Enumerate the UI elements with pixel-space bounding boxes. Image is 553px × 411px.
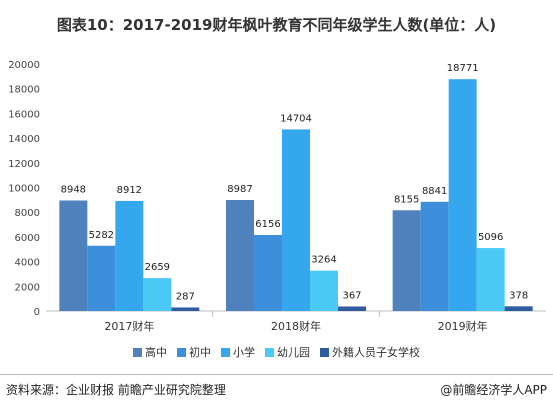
y-tick-label: 12000	[8, 159, 40, 170]
y-tick-label: 2000	[15, 282, 40, 293]
data-label: 2659	[145, 262, 170, 273]
data-label: 8155	[394, 194, 419, 205]
bar	[392, 210, 421, 311]
bar	[59, 200, 88, 311]
y-tick-label: 10000	[8, 184, 40, 195]
bar	[115, 200, 144, 311]
legend-label: 幼儿园	[277, 346, 310, 359]
y-tick-label: 16000	[8, 109, 40, 120]
legend-label: 外籍人员子女学校	[332, 346, 420, 359]
data-label: 6156	[255, 219, 280, 230]
bar	[171, 307, 200, 311]
data-label: 8948	[61, 184, 86, 195]
bar	[310, 270, 338, 311]
legend: 高中 初中 小学 幼儿园 外籍人员子女学校	[0, 344, 553, 360]
legend-item: 高中	[133, 344, 167, 360]
bar	[254, 234, 282, 311]
y-tick-label: 4000	[15, 258, 40, 269]
data-label: 3264	[311, 255, 336, 266]
bar	[504, 306, 533, 311]
bar	[476, 248, 505, 311]
data-label: 8841	[422, 186, 447, 197]
legend-item: 小学	[221, 344, 255, 360]
x-tick-label: 2017财年	[104, 319, 154, 333]
bar	[448, 79, 477, 311]
data-label: 18771	[447, 63, 479, 74]
x-tick-label: 2018财年	[271, 319, 321, 333]
y-tick-label: 20000	[8, 60, 40, 71]
y-tick-label: 18000	[8, 85, 40, 96]
bar	[87, 245, 116, 311]
legend-label: 高中	[145, 346, 167, 359]
data-label: 367	[342, 290, 361, 301]
data-label: 5282	[89, 230, 114, 241]
bar	[338, 306, 366, 311]
legend-label: 初中	[189, 346, 211, 359]
data-label: 8987	[227, 184, 252, 195]
y-tick-label: 6000	[15, 233, 40, 244]
legend-item: 幼儿园	[265, 344, 310, 360]
x-tick-label: 2019财年	[438, 319, 488, 333]
legend-swatch	[265, 347, 274, 357]
legend-label: 小学	[233, 346, 255, 359]
footer-divider	[0, 374, 553, 375]
data-label: 378	[509, 290, 528, 301]
y-tick-label: 8000	[15, 208, 40, 219]
brand-credit: @前瞻经济学人APP	[440, 383, 547, 397]
bar	[420, 201, 449, 311]
y-tick-label: 14000	[8, 134, 40, 145]
legend-swatch	[177, 347, 186, 357]
legend-swatch	[320, 347, 329, 357]
data-label: 8912	[117, 185, 142, 196]
data-label: 5096	[478, 232, 503, 243]
legend-swatch	[221, 347, 230, 357]
data-label: 287	[176, 291, 195, 302]
chart-title: 图表10：2017-2019财年枫叶教育不同年级学生人数(单位：人)	[56, 16, 497, 34]
y-tick-label: 0	[34, 307, 40, 318]
legend-swatch	[133, 347, 142, 357]
legend-item: 初中	[177, 344, 211, 360]
source-note: 资料来源：企业财报 前瞻产业研究院整理	[6, 383, 226, 397]
bar	[143, 278, 172, 311]
data-label: 14704	[280, 113, 312, 124]
bar	[226, 200, 254, 311]
legend-item: 外籍人员子女学校	[320, 344, 420, 360]
bar	[282, 129, 310, 311]
